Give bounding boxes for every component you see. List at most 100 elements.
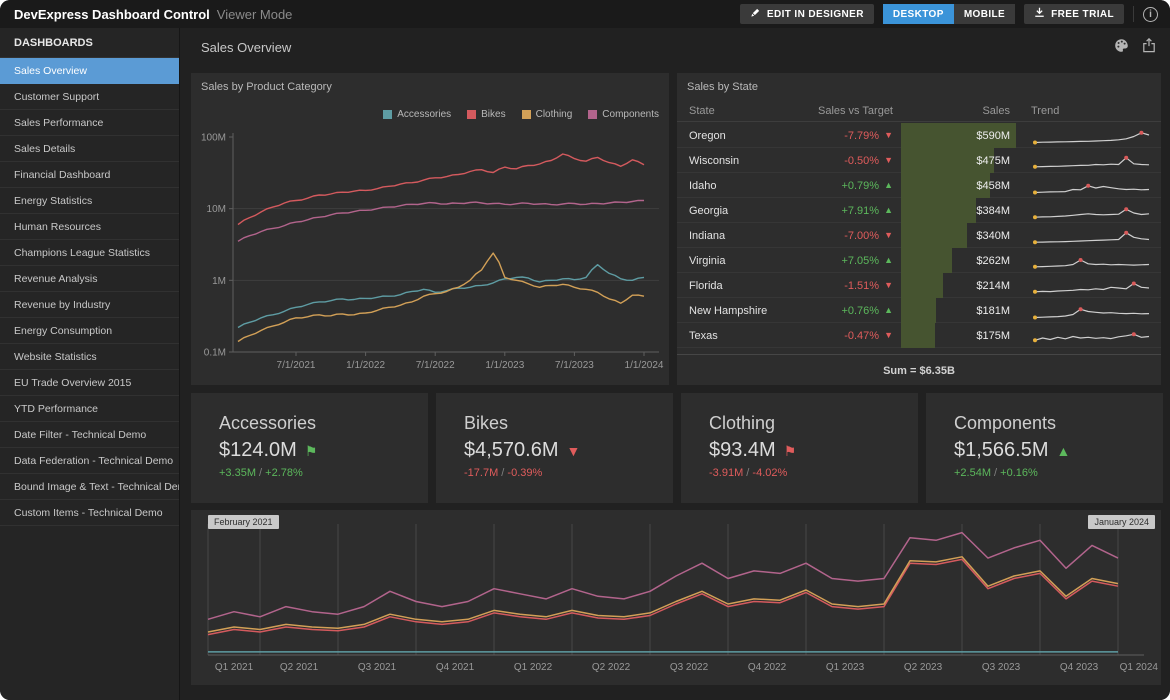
spark-peak-dot-icon: [1086, 183, 1091, 188]
sidebar-item[interactable]: Sales Overview: [0, 58, 179, 84]
palette-icon[interactable]: [1114, 38, 1129, 53]
top-bar: DevExpress Dashboard Control Viewer Mode…: [0, 0, 1170, 28]
series-components: [237, 199, 645, 242]
spark-start-dot-icon: [1033, 190, 1037, 194]
sales-bar: [901, 173, 991, 198]
sidebar-item[interactable]: Custom Items - Technical Demo: [0, 500, 179, 526]
sidebar-item[interactable]: Revenue by Industry: [0, 292, 179, 318]
main-area: Sales Overview Sales by Product Category…: [181, 28, 1170, 700]
sidebar-item[interactable]: Date Filter - Technical Demo: [0, 422, 179, 448]
info-icon[interactable]: i: [1143, 6, 1158, 22]
sidebar-item[interactable]: Champions League Statistics: [0, 240, 179, 266]
series-bikes: [237, 153, 645, 226]
legend-swatch-icon: [588, 110, 598, 119]
spark-peak-dot-icon: [1124, 230, 1129, 235]
desktop-toggle-button[interactable]: DESKTOP: [882, 4, 954, 24]
sidebar-item[interactable]: YTD Performance: [0, 396, 179, 422]
svg-text:Q4 2022: Q4 2022: [748, 662, 787, 673]
legend-item[interactable]: Clothing: [521, 109, 572, 120]
sales-vs-target-value: -0.47%: [844, 329, 880, 342]
sidebar-item[interactable]: Revenue Analysis: [0, 266, 179, 292]
mobile-toggle-button[interactable]: MOBILE: [953, 4, 1016, 24]
range-start-handle[interactable]: February 2021: [208, 515, 279, 529]
table-row[interactable]: Georgia +7.91% ▲ $384M: [677, 198, 1161, 223]
spark-peak-dot-icon: [1131, 281, 1136, 285]
trend-sparkline: [1033, 257, 1150, 269]
device-toggle: DESKTOP MOBILE: [882, 4, 1016, 24]
category-line-chart[interactable]: 100M 10M 1M 0.1M 7/1/2021 1/1/2022 7/1/2022 1/1…: [191, 128, 669, 383]
sales-value: $475M: [976, 154, 1010, 167]
sidebar-item[interactable]: Financial Dashboard: [0, 162, 179, 188]
kpi-card-components[interactable]: Components $1,566.5M ▲ +2.54M / +0.16%: [926, 393, 1163, 503]
col-header-sales-vs-target: Sales vs Target: [817, 104, 893, 117]
kpi-delta: -17.7M / -0.39%: [464, 467, 543, 479]
legend-item[interactable]: Accessories: [383, 109, 451, 120]
legend-item[interactable]: Bikes: [467, 109, 506, 120]
triangle-down-icon: ▼: [884, 155, 893, 165]
download-icon: [1034, 7, 1045, 21]
sidebar-item[interactable]: EU Trade Overview 2015: [0, 370, 179, 396]
table-row[interactable]: Wisconsin -0.50% ▼ $475M: [677, 148, 1161, 173]
free-trial-button[interactable]: FREE TRIAL: [1024, 4, 1124, 24]
triangle-down-icon: ▼: [884, 280, 893, 290]
sidebar-item[interactable]: Bound Image & Text - Technical Demo: [0, 474, 179, 500]
sidebar-item[interactable]: Energy Statistics: [0, 188, 179, 214]
triangle-up-icon: ▲: [1056, 442, 1071, 459]
svg-text:Q3 2022: Q3 2022: [670, 662, 709, 673]
sidebar-item[interactable]: Customer Support: [0, 84, 179, 110]
table-row[interactable]: Florida -1.51% ▼ $214M: [677, 273, 1161, 298]
sales-bar: [901, 223, 968, 248]
sidebar-item[interactable]: Energy Consumption: [0, 318, 179, 344]
table-row[interactable]: Texas -0.47% ▼ $175M: [677, 323, 1161, 348]
legend-item[interactable]: Components: [588, 109, 659, 120]
spark-start-dot-icon: [1033, 337, 1037, 342]
svg-text:7/1/2023: 7/1/2023: [555, 360, 594, 371]
table-row[interactable]: Oregon -7.79% ▼ $590M: [677, 123, 1161, 148]
svg-text:Q1 2023: Q1 2023: [826, 662, 865, 673]
svg-text:Q4 2023: Q4 2023: [1060, 662, 1099, 673]
kpi-delta: +2.54M / +0.16%: [954, 467, 1038, 479]
kpi-card-clothing[interactable]: Clothing $93.4M ⚑ -3.91M / -4.02%: [681, 393, 918, 503]
sidebar: DASHBOARDS Sales Overview Customer Suppor…: [0, 28, 180, 700]
range-selector-chart[interactable]: Q1 2021 Q2 2021 Q3 2021 Q4 2021 Q1 2022 Q2 20…: [191, 510, 1161, 685]
triangle-up-icon: ▲: [884, 180, 893, 190]
edit-in-designer-button[interactable]: EDIT IN DESIGNER: [739, 4, 874, 24]
kpi-card-accessories[interactable]: Accessories $124.0M ⚑ +3.35M / +2.78%: [191, 393, 428, 503]
sidebar-header: DASHBOARDS: [0, 28, 179, 58]
sales-value: $340M: [976, 229, 1010, 242]
pencil-icon: [750, 7, 761, 21]
sidebar-item[interactable]: Data Federation - Technical Demo: [0, 448, 179, 474]
svg-text:Q1 2024: Q1 2024: [1120, 662, 1159, 673]
export-icon[interactable]: [1142, 38, 1156, 53]
sales-vs-target-value: +0.79%: [841, 179, 880, 192]
kpi-card-bikes[interactable]: Bikes $4,570.6M ▼ -17.7M / -0.39%: [436, 393, 673, 503]
legend-label: Bikes: [481, 109, 506, 120]
range-series-components: [207, 531, 1119, 621]
range-end-handle[interactable]: January 2024: [1088, 515, 1155, 529]
col-header-sales: Sales: [982, 104, 1010, 117]
sales-bar: [901, 148, 994, 173]
col-header-trend: Trend: [1031, 104, 1060, 117]
sales-by-category-panel: Sales by Product Category Accessories Bik…: [191, 73, 669, 385]
sales-by-state-panel: Sales by State State Sales vs Target Sal…: [677, 73, 1161, 385]
svg-text:Q2 2021: Q2 2021: [280, 662, 319, 673]
table-row[interactable]: Virginia +7.05% ▲ $262M: [677, 248, 1161, 273]
spark-peak-dot-icon: [1139, 130, 1144, 135]
table-row[interactable]: Indiana -7.00% ▼ $340M: [677, 223, 1161, 248]
table-title: Sales by State: [687, 81, 758, 93]
svg-text:1/1/2024: 1/1/2024: [625, 360, 664, 371]
state-name: Virginia: [689, 254, 726, 267]
trend-sparkline: [1033, 306, 1150, 319]
sidebar-item[interactable]: Website Statistics: [0, 344, 179, 370]
range-series-clothing: [207, 556, 1119, 633]
trend-sparkline: [1033, 331, 1150, 342]
spark-start-dot-icon: [1033, 214, 1037, 219]
sidebar-item[interactable]: Sales Performance: [0, 110, 179, 136]
table-row[interactable]: Idaho +0.79% ▲ $458M: [677, 173, 1161, 198]
table-row[interactable]: New Hampshire +0.76% ▲ $181M: [677, 298, 1161, 323]
sidebar-item[interactable]: Human Resources: [0, 214, 179, 240]
topbar-separator: [1133, 6, 1134, 22]
kpi-value: $93.4M: [709, 439, 776, 461]
kpi-delta: -3.91M / -4.02%: [709, 467, 788, 479]
sidebar-item[interactable]: Sales Details: [0, 136, 179, 162]
